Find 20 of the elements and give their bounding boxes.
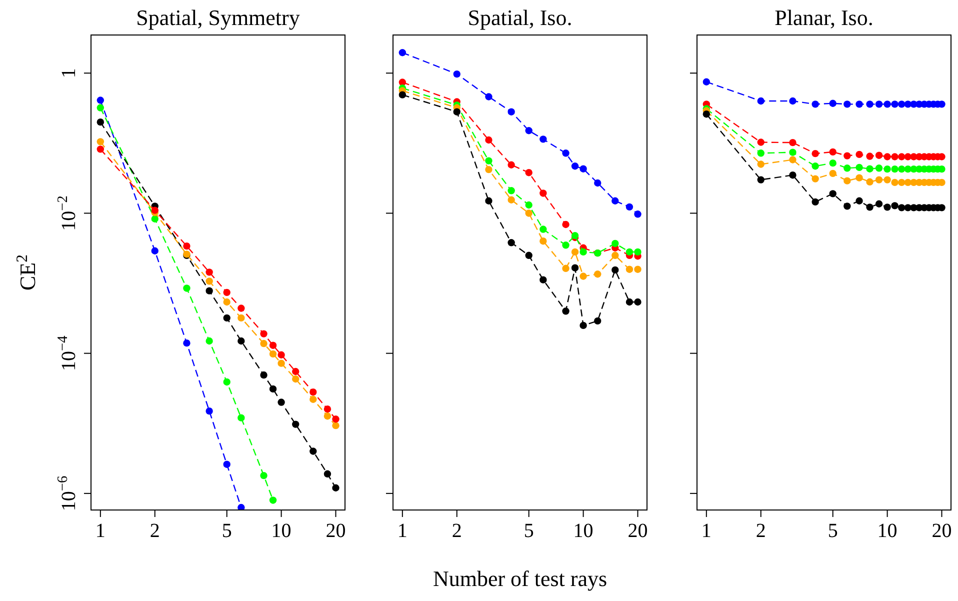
- x-tick-label: 2: [150, 520, 160, 542]
- x-tick-label: 1: [701, 520, 712, 542]
- x-tick-label: 1: [397, 520, 408, 542]
- chart-title: Planar, Iso.: [774, 5, 874, 30]
- x-tick-label: 20: [628, 520, 648, 542]
- x-tick-label: 2: [452, 520, 462, 542]
- x-axis-title: Number of test rays: [432, 566, 608, 591]
- x-tick-label: 20: [932, 520, 952, 542]
- chart-title: Spatial, Iso.: [468, 5, 572, 30]
- chart-title: Spatial, Symmetry: [136, 5, 300, 30]
- x-tick-label: 20: [326, 520, 346, 542]
- x-tick-label: 2: [756, 520, 766, 542]
- x-tick-label: 5: [222, 520, 232, 542]
- x-tick-label: 5: [828, 520, 838, 542]
- y-tick-label: 1: [58, 68, 80, 78]
- x-tick-label: 10: [573, 520, 594, 542]
- x-tick-label: 5: [524, 520, 534, 542]
- x-tick-label: 1: [95, 520, 106, 542]
- x-tick-label: 10: [271, 520, 292, 542]
- x-tick-label: 10: [877, 520, 898, 542]
